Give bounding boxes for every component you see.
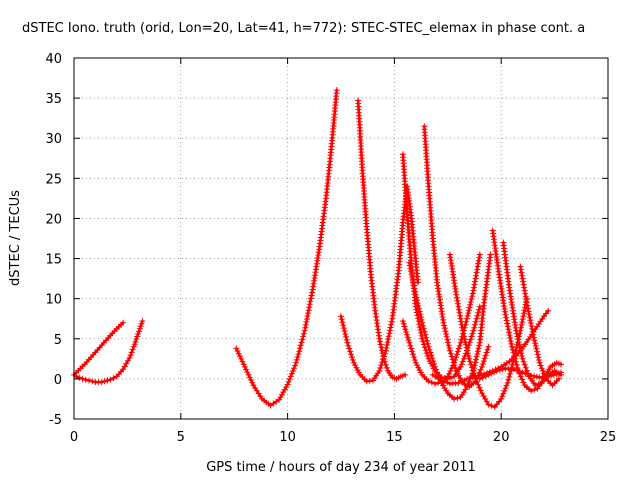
series-markers [338,183,421,385]
series-line [356,99,407,381]
data-series [338,183,421,385]
y-tick-label: 40 [45,52,62,67]
data-series [476,365,564,382]
data-series [355,97,409,382]
series-markers [399,151,483,382]
grid [74,58,608,419]
chart-title: dSTEC Iono. truth (orid, Lon=20, Lat=41,… [22,21,585,36]
x-tick-label: 5 [177,430,185,445]
y-tick-label: 5 [54,333,62,348]
series-markers [517,263,562,389]
series-markers [406,251,494,402]
data-series [71,319,127,378]
y-tick-label: 25 [45,172,62,187]
x-tick-label: 0 [70,430,78,445]
x-tick-label: 20 [493,430,510,445]
series-markers [73,318,146,386]
x-tick-label: 25 [600,430,617,445]
y-tick-label: 30 [45,132,62,147]
series-markers [233,87,340,409]
series-markers [355,97,409,382]
data-series [517,263,562,389]
x-axis-title: GPS time / hours of day 234 of year 2011 [206,460,476,475]
data-series [429,307,552,387]
series-markers [399,251,483,387]
series-markers [476,365,564,382]
y-axis-title: dSTEC / TECUs [8,190,23,286]
data-series [233,87,340,409]
y-tick-label: 15 [45,253,62,268]
x-tick-label: 10 [279,430,296,445]
axis-ticks: 0 5 10 15 20 25 -5 0 5 10 15 20 25 30 35 40 [45,52,616,445]
y-tick-label: 10 [45,293,62,308]
y-tick-label: 20 [45,212,62,227]
series-line [235,88,338,407]
data-series [406,251,494,402]
data-series [399,151,483,382]
x-tick-label: 15 [386,430,403,445]
series-markers [429,307,552,387]
y-tick-label: 0 [54,373,62,388]
y-tick-label: -5 [49,413,62,428]
y-tick-label: 35 [45,92,62,107]
series-layer [71,87,564,410]
data-series [73,318,146,386]
plot-frame [73,57,609,420]
